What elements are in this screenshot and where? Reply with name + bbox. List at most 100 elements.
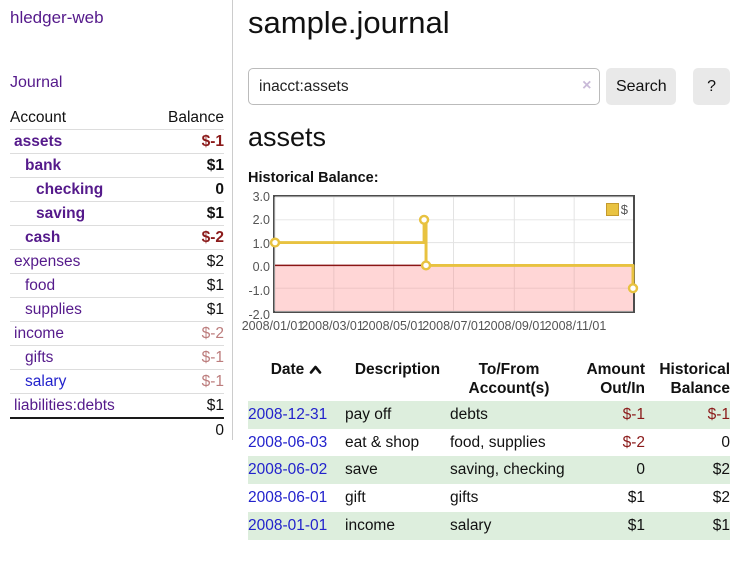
search-box: × <box>248 68 601 105</box>
register-row: 2008-06-02 save saving, checking 0 $2 <box>248 456 730 485</box>
transaction-date-link[interactable]: 2008-12-31 <box>248 405 328 423</box>
sidebar-account-saving[interactable]: saving <box>36 204 86 222</box>
accounts-table-body: assets $-1 bank $1 checking 0 saving $1 cash $-2 e… <box>10 130 224 419</box>
transaction-accounts: salary <box>450 517 492 535</box>
account-row: liabilities:debts $1 <box>10 394 224 419</box>
account-row: assets $-1 <box>10 130 224 154</box>
account-row: cash $-2 <box>10 226 224 250</box>
nav-journal-link[interactable]: Journal <box>10 74 63 91</box>
sidebar-balance: $1 <box>206 300 224 318</box>
sidebar-account-cash[interactable]: cash <box>25 228 61 246</box>
register-header-row: Date Description To/From Account(s) Amount Ou… <box>248 359 730 401</box>
transaction-description: eat & shop <box>345 433 420 451</box>
transaction-date-link[interactable]: 2008-01-01 <box>248 517 328 535</box>
register-row: 2008-06-03 eat & shop food, supplies $-2 0 <box>248 429 730 457</box>
clear-search-icon[interactable]: × <box>582 77 592 94</box>
y-tick-label: 3.0 <box>252 189 270 204</box>
sidebar: hledger-web Journal Account Balance asse… <box>0 0 233 442</box>
y-tick-label: 1.0 <box>252 236 270 251</box>
transaction-balance: $2 <box>712 489 730 507</box>
sidebar-balance: $1 <box>206 204 224 222</box>
register-col-tofrom: To/From Account(s) <box>468 361 550 397</box>
sidebar-account-liabilities-debts[interactable]: liabilities:debts <box>14 396 115 414</box>
app-brand-link[interactable]: hledger-web <box>10 8 104 27</box>
account-row: salary $-1 <box>10 370 224 394</box>
transaction-description: gift <box>345 489 366 507</box>
transaction-balance: $-1 <box>707 405 730 423</box>
transaction-accounts: food, supplies <box>450 433 546 451</box>
chart-canvas <box>269 196 639 312</box>
x-tick-label: 2008/07/01 <box>422 319 485 333</box>
register-col-date[interactable]: Date <box>248 359 345 401</box>
accounts-total-value: 0 <box>149 417 224 442</box>
transaction-amount: $1 <box>627 517 645 535</box>
account-row: supplies $1 <box>10 298 224 322</box>
register-col-historical: Historical Balance <box>659 361 730 397</box>
sidebar-account-assets[interactable]: assets <box>14 132 63 150</box>
chart-x-axis-labels: 2008/01/01 2008/03/01 2008/05/01 2008/07/01… <box>242 319 635 335</box>
x-tick-label: 2008/09/01 <box>483 319 547 333</box>
help-button[interactable]: ? <box>693 68 730 105</box>
x-tick-label: 2008/01/01 <box>241 319 305 333</box>
sidebar-balance: $-2 <box>201 324 224 342</box>
register-table: Date Description To/From Account(s) Amount Ou… <box>248 359 730 540</box>
sidebar-balance: $-1 <box>201 132 224 150</box>
account-row: saving $1 <box>10 202 224 226</box>
x-tick-label: 2008/11/01 <box>544 319 607 333</box>
sidebar-account-gifts[interactable]: gifts <box>25 348 54 366</box>
chart-plot-area: $ <box>269 195 639 313</box>
register-row: 2008-06-01 gift gifts $1 $2 <box>248 484 730 512</box>
accounts-header-account: Account <box>10 106 150 130</box>
y-tick-label: 2.0 <box>252 213 270 228</box>
transaction-date-link[interactable]: 2008-06-03 <box>248 433 328 451</box>
chart-legend: $ <box>603 201 630 218</box>
transaction-balance: $2 <box>712 461 730 479</box>
accounts-total-row: 0 <box>10 417 224 442</box>
transaction-date-link[interactable]: 2008-06-01 <box>248 489 328 507</box>
legend-label: $ <box>620 202 628 217</box>
x-tick-label: 2008/05/01 <box>361 319 425 333</box>
sidebar-account-bank[interactable]: bank <box>25 156 62 174</box>
account-row: bank $1 <box>10 154 224 178</box>
transaction-description: save <box>345 461 378 479</box>
account-row: income $-2 <box>10 322 224 346</box>
transaction-accounts: debts <box>450 405 488 423</box>
register-col-amount: Amount Out/In <box>586 361 645 397</box>
sidebar-balance: $-2 <box>201 228 224 246</box>
account-row: expenses $2 <box>10 250 224 274</box>
sidebar-balance: $-1 <box>201 372 224 390</box>
sidebar-balance: $1 <box>206 276 224 294</box>
sidebar-account-supplies[interactable]: supplies <box>25 300 82 318</box>
sidebar-balance: $-1 <box>201 348 224 366</box>
register-col-description: Description <box>354 361 441 378</box>
sidebar-account-expenses[interactable]: expenses <box>14 252 81 270</box>
search-input[interactable] <box>248 68 601 105</box>
sidebar-account-checking[interactable]: checking <box>36 180 104 198</box>
search-button[interactable]: Search <box>606 68 677 105</box>
y-tick-label: -2.0 <box>248 307 270 322</box>
y-tick-label: 0.0 <box>252 260 270 275</box>
legend-swatch-icon <box>605 203 619 216</box>
transaction-balance: $1 <box>712 517 730 535</box>
account-title: assets <box>248 122 327 152</box>
historical-balance-chart: 3.0 2.0 1.0 0.0 -1.0 -2.0 $ 2008/01/01 2008/03… <box>242 190 730 338</box>
transaction-amount: 0 <box>636 461 645 479</box>
sidebar-account-food[interactable]: food <box>25 276 56 294</box>
register-row: 2008-01-01 income salary $1 $1 <box>248 512 730 540</box>
transaction-amount: $-2 <box>622 433 645 451</box>
transaction-accounts: gifts <box>450 489 479 507</box>
transaction-date-link[interactable]: 2008-06-02 <box>248 461 328 479</box>
search-bar: × Search ? <box>248 68 730 105</box>
sidebar-balance: $1 <box>206 396 224 414</box>
page-title: sample.journal <box>248 5 450 40</box>
sidebar-balance: $1 <box>206 156 224 174</box>
transaction-description: income <box>345 517 395 535</box>
transaction-amount: $1 <box>627 489 645 507</box>
transaction-description: pay off <box>345 405 392 423</box>
sort-ascending-icon <box>309 362 322 381</box>
register-table-body: 2008-12-31 pay off debts $-1 $-1 2008-06-03 ea… <box>248 400 730 540</box>
sidebar-account-income[interactable]: income <box>14 324 64 342</box>
sidebar-account-salary[interactable]: salary <box>25 372 67 390</box>
transaction-accounts: saving, checking <box>450 461 565 479</box>
accounts-table: Account Balance assets $-1 bank $1 checking 0… <box>10 106 224 442</box>
